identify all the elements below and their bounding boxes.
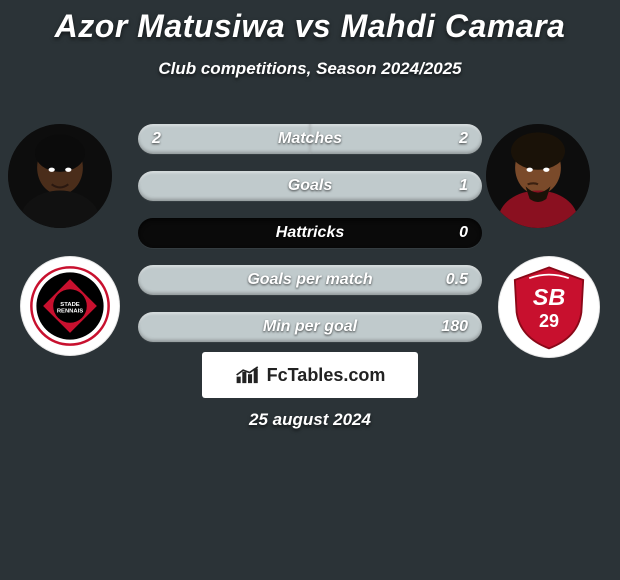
- shield-icon: SB 29: [504, 262, 594, 352]
- stat-bar: 0 Min per goal 180: [138, 312, 482, 342]
- shield-icon: STADE RENNAIS: [28, 264, 112, 348]
- branding-text: FcTables.com: [267, 365, 386, 386]
- stat-label: Goals per match: [247, 271, 372, 289]
- svg-text:29: 29: [539, 311, 559, 331]
- stat-value-right: 1: [459, 177, 468, 195]
- comparison-title: Azor Matusiwa vs Mahdi Camara: [0, 0, 620, 45]
- stat-value-right: 2: [459, 130, 468, 148]
- stats-bars: 2 Matches 2 0 Goals 1 0 Hattricks 0 0 Go…: [138, 124, 482, 342]
- stat-value-right: 0: [459, 224, 468, 242]
- stat-label: Matches: [278, 130, 342, 148]
- stat-bar: 0 Hattricks 0: [138, 218, 482, 248]
- stat-bar: 2 Matches 2: [138, 124, 482, 154]
- person-icon: [486, 124, 590, 228]
- player-right-avatar: [486, 124, 590, 228]
- stat-label: Goals: [288, 177, 332, 195]
- stat-value-right: 0.5: [446, 271, 468, 289]
- branding-box: FcTables.com: [202, 352, 418, 398]
- svg-text:STADE: STADE: [60, 302, 80, 308]
- svg-text:SB: SB: [533, 284, 566, 310]
- player-left-avatar: [8, 124, 112, 228]
- stat-value-right: 180: [441, 318, 468, 336]
- stat-value-left: 2: [152, 130, 161, 148]
- stat-bar: 0 Goals per match 0.5: [138, 265, 482, 295]
- snapshot-date: 25 august 2024: [249, 410, 371, 430]
- club-left-crest: STADE RENNAIS: [20, 256, 120, 356]
- svg-text:RENNAIS: RENNAIS: [57, 309, 83, 315]
- stat-bar: 0 Goals 1: [138, 171, 482, 201]
- comparison-subtitle: Club competitions, Season 2024/2025: [0, 59, 620, 79]
- person-icon: [8, 124, 112, 228]
- stat-label: Min per goal: [263, 318, 357, 336]
- club-right-crest: SB 29: [498, 256, 600, 358]
- stat-label: Hattricks: [276, 224, 344, 242]
- bar-chart-icon: [235, 364, 261, 386]
